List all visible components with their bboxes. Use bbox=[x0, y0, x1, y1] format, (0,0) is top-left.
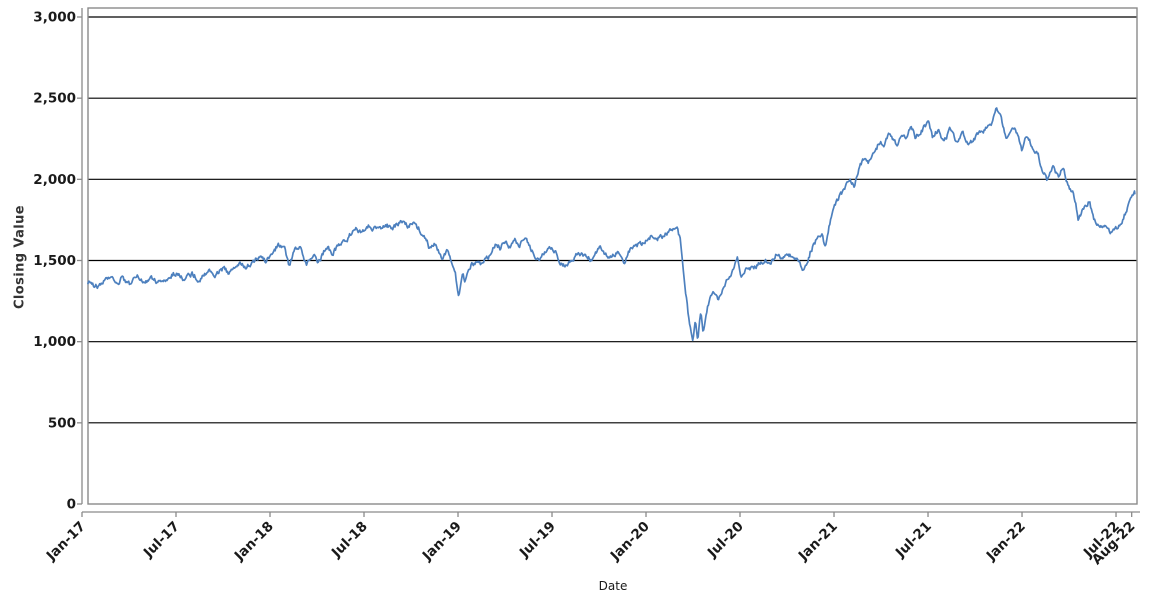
x-tick-label: Jan-18 bbox=[231, 519, 277, 565]
x-tick-label: Jan-22 bbox=[983, 519, 1029, 565]
y-tick-label: 1,500 bbox=[33, 253, 76, 269]
x-tick-label: Jan-19 bbox=[419, 519, 465, 565]
y-tick-label: 500 bbox=[48, 415, 76, 431]
x-axis-title: Date bbox=[598, 579, 628, 593]
x-tick-label: Jul-17 bbox=[140, 519, 183, 562]
gridlines bbox=[88, 16, 1137, 424]
y-axis: 0 500 1,000 1,500 2,000 2,500 3,000 bbox=[33, 8, 83, 513]
y-tick-label: 3,000 bbox=[33, 10, 76, 26]
x-tick-label: Jan-21 bbox=[795, 519, 841, 565]
y-tick-label: 0 bbox=[67, 497, 76, 513]
y-tick-label: 1,000 bbox=[33, 334, 76, 350]
x-tick-label: Jan-20 bbox=[607, 519, 653, 565]
y-tick-label: 2,000 bbox=[33, 172, 76, 188]
x-tick-label: Jul-20 bbox=[704, 519, 747, 562]
x-tick-label: Jul-21 bbox=[892, 519, 935, 562]
x-tick-label: Jan-17 bbox=[43, 519, 89, 565]
plot-frame bbox=[87, 7, 1138, 505]
y-tick-label: 2,500 bbox=[33, 91, 76, 107]
x-tick-label: Jul-19 bbox=[516, 519, 559, 562]
x-tick-label: Jul-18 bbox=[328, 519, 371, 562]
x-axis: Jan-17 Jul-17 Jan-18 Jul-18 Jan-19 Jul-19 Jan-… bbox=[43, 511, 1140, 568]
y-axis-title: Closing Value bbox=[12, 204, 28, 310]
closing-value-line bbox=[87, 107, 1136, 342]
